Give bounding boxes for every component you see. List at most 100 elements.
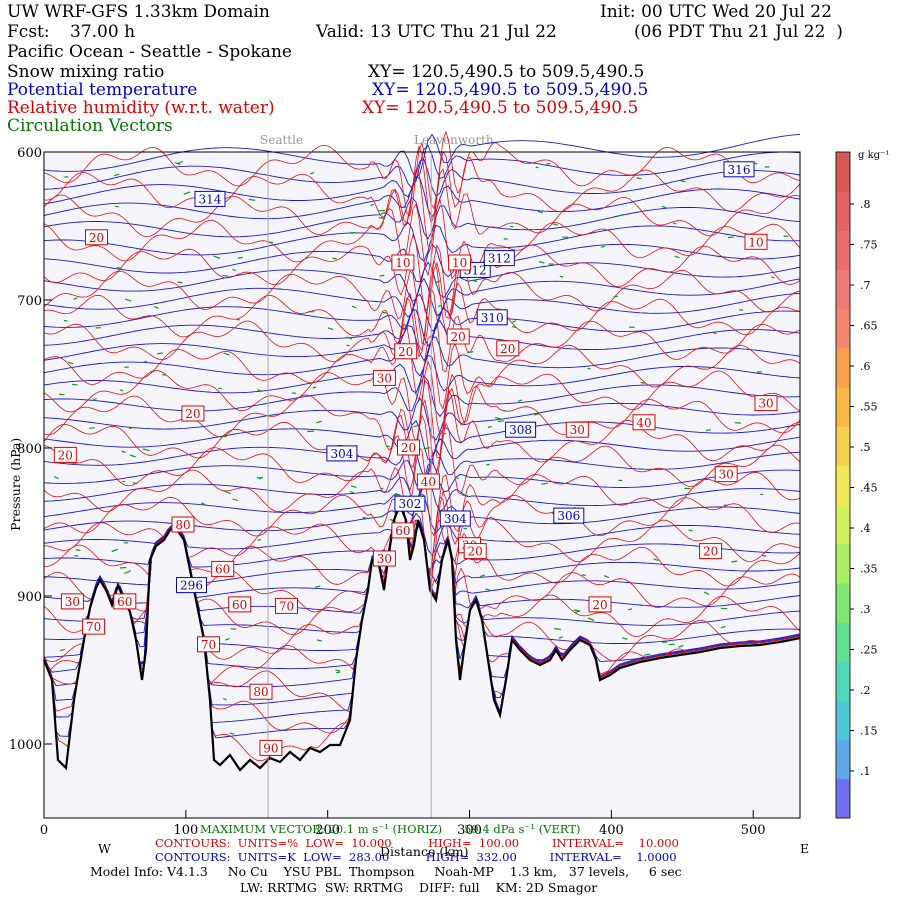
- contour-label-text: 30: [65, 595, 80, 609]
- rh-contour: [43, 130, 801, 217]
- circulation-vector: [232, 268, 237, 271]
- contour-label: 30: [372, 369, 396, 386]
- contour-label-box: [439, 510, 471, 527]
- contour-label-box: [60, 593, 84, 610]
- contour-label: 20: [85, 229, 108, 246]
- contour-label-box: [394, 495, 426, 512]
- contour-label: 70: [275, 597, 298, 614]
- x-tick-label: 0: [40, 823, 48, 838]
- circulation-vector: [680, 180, 686, 183]
- theta-contour: [43, 354, 801, 394]
- contour-label-box: [372, 550, 396, 567]
- circulation-vector: [486, 463, 490, 466]
- theta-contour: [43, 307, 801, 347]
- contour-label-box: [259, 739, 283, 756]
- contour-label-text: 20: [703, 545, 718, 559]
- rh-contour: [43, 379, 801, 459]
- contour-label: 20: [699, 543, 723, 560]
- field-theta-name: Potential temperature: [7, 80, 198, 100]
- circulation-vector: [327, 327, 334, 330]
- circulation-vector: [533, 412, 541, 416]
- contour-label: 10: [744, 233, 768, 250]
- circulation-vector: [67, 361, 74, 365]
- circulation-vector: [603, 575, 610, 579]
- circulation-vector: [688, 529, 693, 532]
- theta-contour: [43, 336, 801, 377]
- y-tick-label: 800: [17, 442, 42, 457]
- circulation-vector: [436, 314, 440, 317]
- contour-label-text: 20: [500, 342, 515, 356]
- circulation-vector: [63, 319, 68, 322]
- circulation-vector: [502, 409, 507, 412]
- colorbar-segment: [836, 582, 850, 623]
- field-snow-name: Snow mixing ratio: [7, 62, 165, 82]
- circulation-vector: [218, 387, 223, 390]
- circulation-vector: [617, 213, 625, 217]
- circulation-vector: [600, 245, 606, 248]
- contour-label-box: [723, 161, 755, 178]
- contour-label-box: [82, 618, 106, 635]
- contour-label: 20: [181, 405, 205, 422]
- circulation-vector: [176, 160, 184, 165]
- colorbar-label: .75: [860, 239, 878, 252]
- contours-rh-info: CONTOURS: UNITS=% LOW= 10.000 HIGH= 100.…: [155, 836, 679, 850]
- rh-contour: [43, 256, 801, 346]
- contour-label-box: [754, 395, 778, 412]
- circulation-vector: [554, 628, 561, 630]
- field-rh-name: Relative humidity (w.r.t. water): [7, 98, 275, 118]
- contour-label: 60: [113, 593, 137, 610]
- circulation-vector: [661, 205, 667, 209]
- circulation-vector: [487, 425, 492, 428]
- circulation-vector: [248, 198, 256, 201]
- contour-label-box: [171, 516, 195, 533]
- circulation-vector: [538, 261, 545, 264]
- theta-contour: [43, 419, 801, 461]
- contour-label-text: 306: [557, 509, 580, 523]
- contour-label-text: 10: [452, 256, 467, 270]
- circulation-vector: [485, 588, 491, 592]
- circulation-vector: [442, 432, 447, 435]
- circulation-vector: [511, 325, 517, 329]
- colorbar-unit: g kg⁻¹: [858, 150, 889, 161]
- contour-label: 310: [476, 309, 508, 326]
- circulation-vector: [162, 374, 166, 376]
- circulation-vector: [132, 482, 138, 485]
- colorbar-label: .8: [860, 198, 871, 211]
- circulation-vector: [494, 416, 502, 420]
- circulation-vector: [111, 548, 118, 553]
- contour-label-text: 316: [728, 163, 751, 177]
- circulation-vector: [332, 257, 337, 260]
- contour-label: 20: [394, 343, 418, 360]
- circulation-vector: [116, 266, 122, 269]
- circulation-vector: [256, 476, 262, 480]
- circulation-vector: [622, 637, 628, 640]
- contour-label: 80: [171, 516, 195, 533]
- contour-label-box: [372, 369, 396, 386]
- contour-label-box: [699, 543, 723, 560]
- contour-label: 30: [714, 466, 738, 483]
- contour-label-text: 310: [481, 311, 504, 325]
- contour-label-text: 80: [253, 685, 268, 699]
- theta-contour: [43, 196, 801, 240]
- circulation-vector: [379, 515, 384, 518]
- colorbar-segment: [836, 543, 850, 584]
- circulation-vector: [703, 591, 710, 595]
- contour-label-text: 312: [488, 252, 511, 266]
- contour-label-text: 304: [330, 447, 353, 461]
- west-label: W: [98, 841, 111, 856]
- contour-label-box: [113, 593, 137, 610]
- circulation-vector: [643, 653, 651, 656]
- circulation-vector: [535, 166, 539, 169]
- contour-label: 20: [397, 439, 420, 456]
- contour-label-box: [391, 254, 415, 271]
- circulation-vector: [336, 671, 340, 674]
- circulation-vector: [470, 279, 478, 282]
- circulation-vector: [314, 585, 321, 588]
- colorbar-segment: [836, 230, 850, 271]
- x-tick-label: 100: [173, 823, 198, 838]
- theta-contour: [43, 159, 801, 205]
- circulation-vector: [349, 490, 355, 494]
- contour-label-box: [632, 414, 656, 431]
- contour-label-box: [496, 340, 520, 357]
